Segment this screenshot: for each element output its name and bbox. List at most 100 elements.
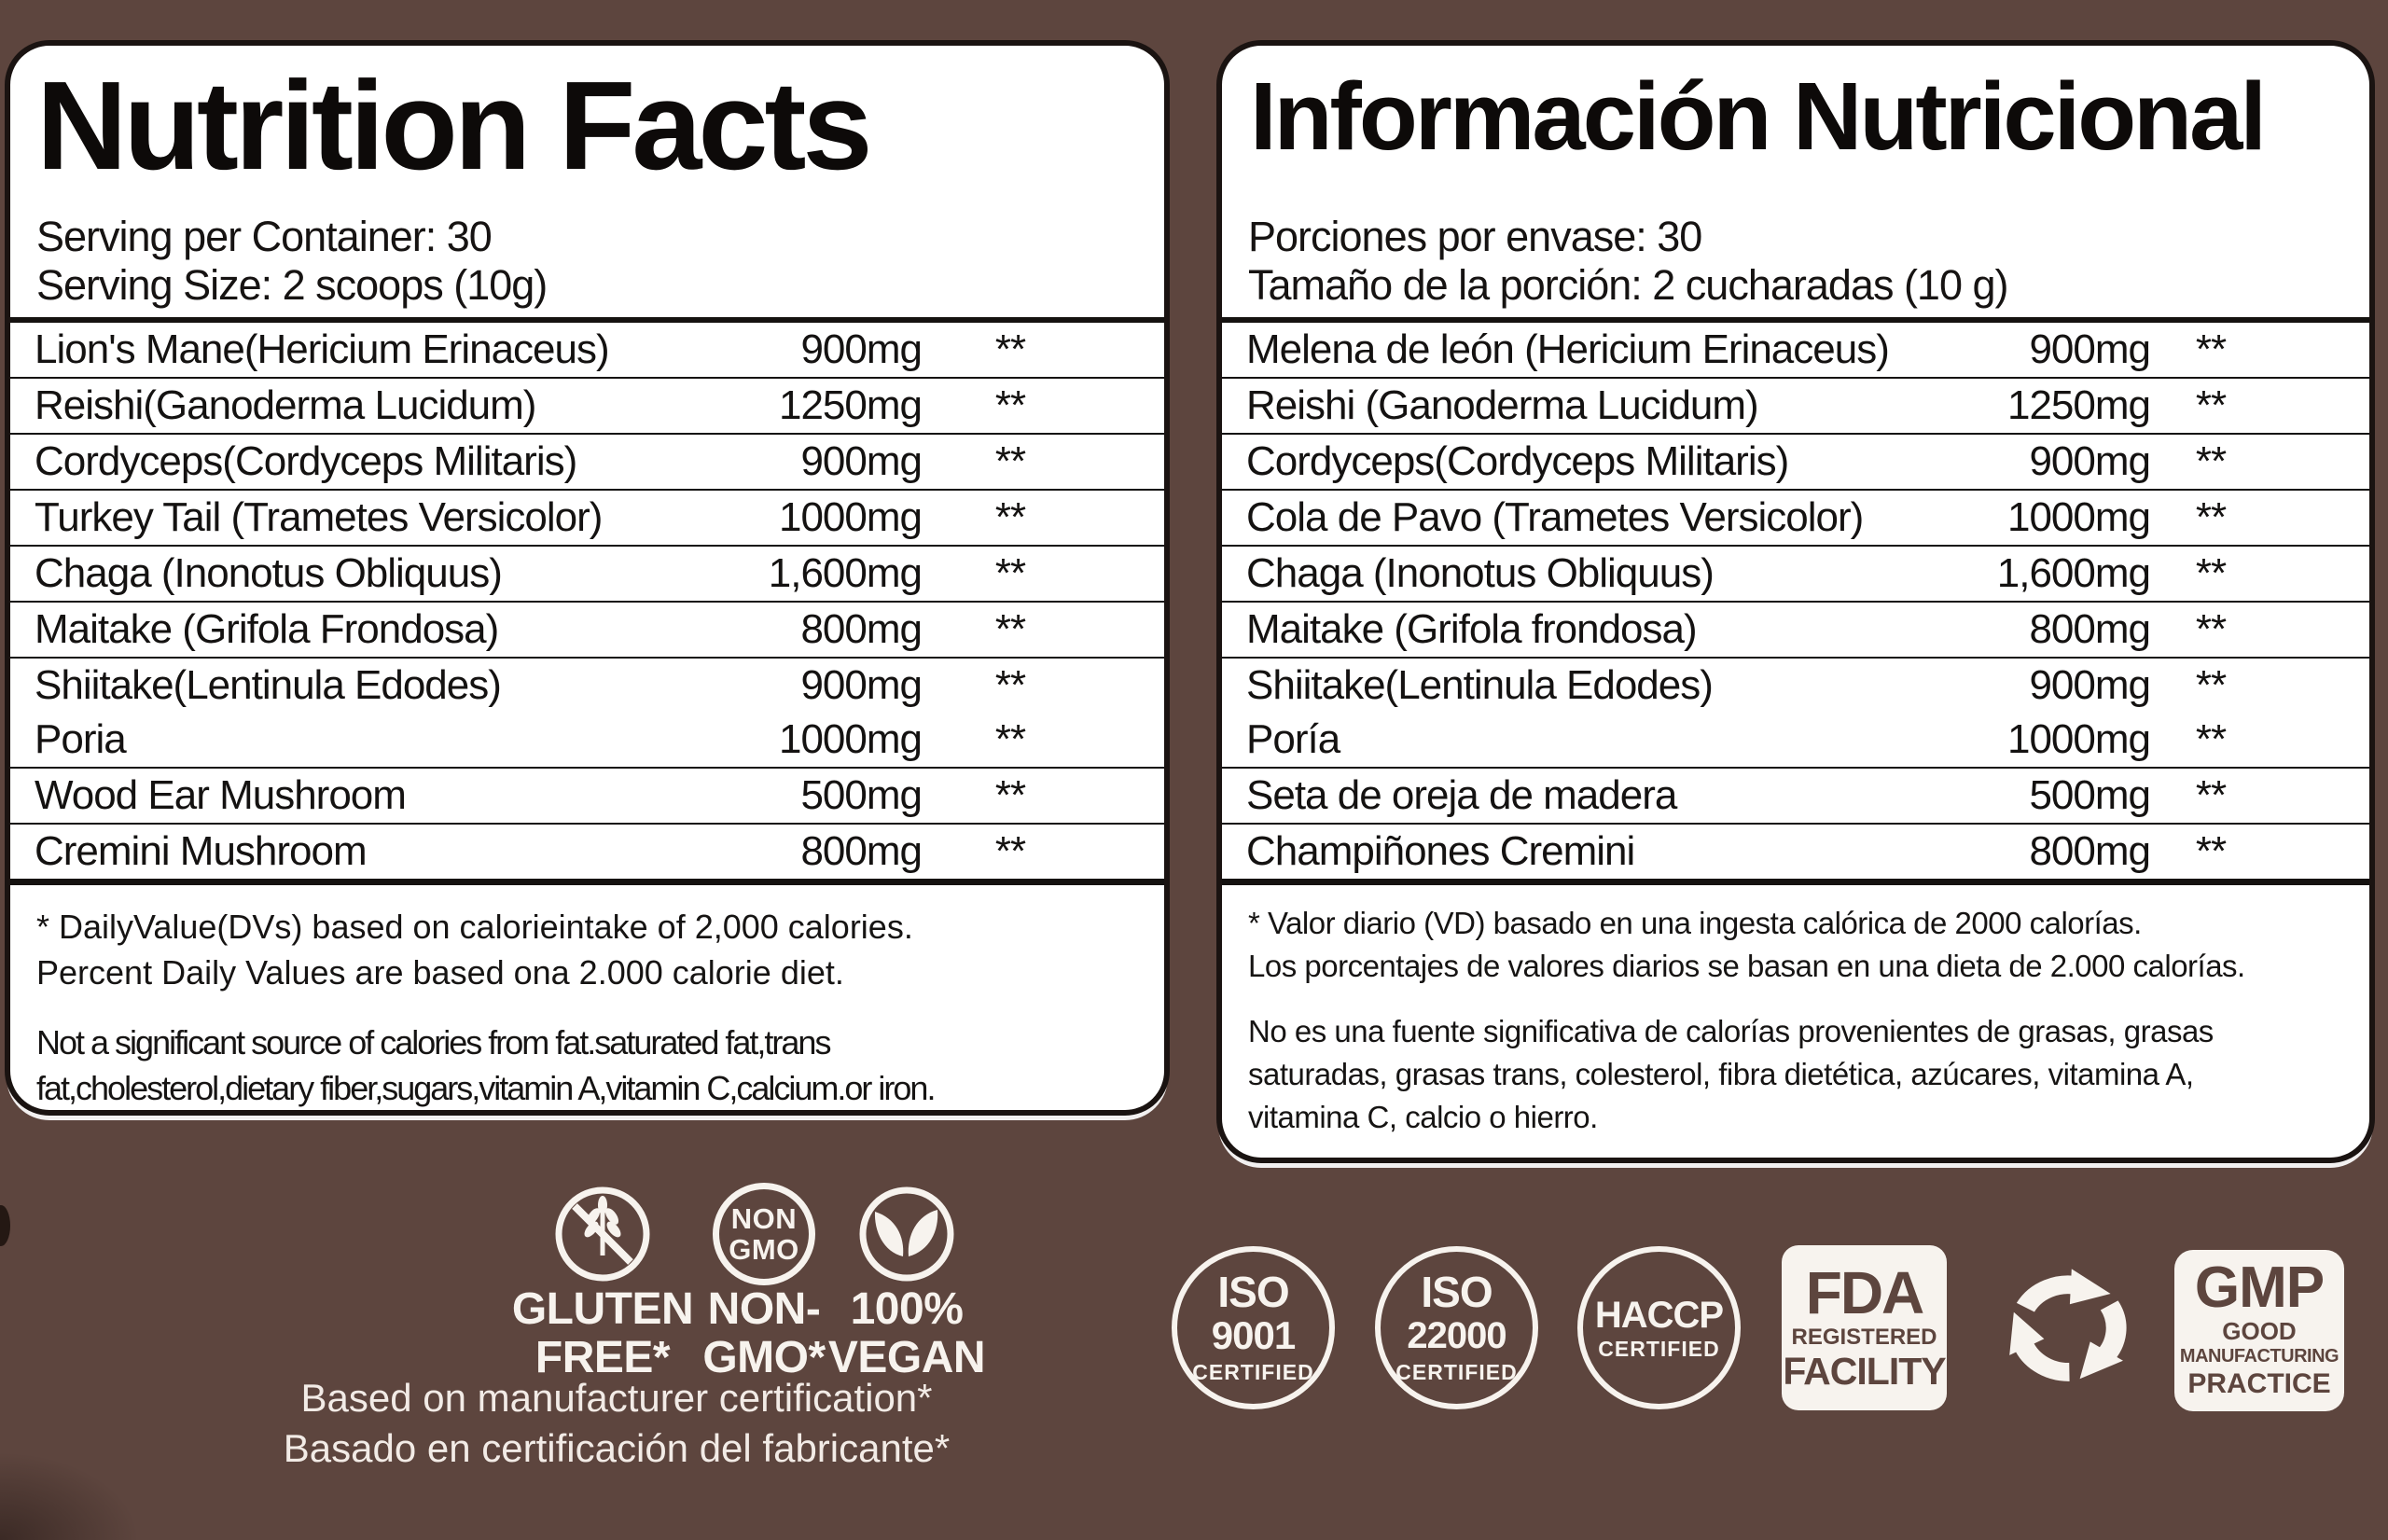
not-significant-source-footnote-spanish: No es una fuente significativa de calorí… [1248,1010,2343,1139]
ingredient-amount: 900mg [800,662,923,708]
ingredient-name: Poría [1246,716,1340,762]
ingredient-amount: 500mg [2029,772,2151,818]
haccp-line2: CERTIFIED [1598,1336,1720,1361]
ingredient-amount: 1000mg [778,494,923,540]
iso-22000-line2: 22000 [1407,1314,1506,1356]
ingredient-name: Shiitake(Lentinula Edodes) [35,662,502,708]
certification-caption-spanish: Basado en certificación del fabricante* [283,1426,951,1470]
gluten-free-icon [555,1186,650,1282]
non-gmo-label-line1: NON- [707,1284,821,1334]
haccp-line1: HACCP [1594,1294,1724,1336]
ingredient-dv: ** [2195,716,2227,762]
ingredient-row: Lion's Mane(Hericium Erinaceus) 900mg ** [10,323,1164,377]
panel-title-spanish: Información Nutricional [1250,62,2267,170]
fda-line3: FACILITY [1783,1349,1946,1393]
vegan-label-line2: VEGAN [827,1333,986,1382]
ingredient-name: Wood Ear Mushroom [35,772,407,818]
iso-9001-line3: CERTIFIED [1192,1359,1314,1384]
ingredient-amount: 800mg [800,828,923,874]
ingredient-amount: 1250mg [778,382,923,428]
ingredient-row: Seta de oreja de madera 500mg ** [1222,767,2369,823]
not-significant-source-footnote-english: Not a significant source of calories fro… [36,1020,1138,1111]
ingredient-amount: 1,600mg [1996,550,2151,596]
ingredient-name: Cordyceps(Cordyceps Militaris) [35,438,577,484]
certification-caption: Based on manufacturer certification* Bas… [132,1373,1102,1474]
ingredient-name: Cordyceps(Cordyceps Militaris) [1246,438,1789,484]
daily-value-footnote-spanish: * Valor diario (VD) basado en una ingest… [1248,902,2343,988]
ingredient-name: Maitake (Grifola Frondosa) [35,606,499,652]
ingredient-name: Chaga (Inonotus Obliquus) [1246,550,1715,596]
certification-caption-english: Based on manufacturer certification* [300,1376,933,1420]
ingredient-amount: 900mg [800,438,923,484]
ingredient-amount: 1000mg [2006,716,2151,762]
ingredient-name: Shiitake(Lentinula Edodes) [1246,662,1714,708]
ingredient-row: Cremini Mushroom 800mg ** [10,823,1164,879]
non-gmo-label: NON- GMO* [633,1285,895,1382]
ingredient-dv: ** [2195,494,2227,540]
ingredient-dv: ** [2195,828,2227,874]
ingredient-name: Cremini Mushroom [35,828,368,874]
ingredient-amount: 1000mg [2006,494,2151,540]
footnote-line: saturadas, grasas trans, colesterol, fib… [1248,1057,2194,1091]
ingredient-dv: ** [2195,438,2227,484]
ingredient-name: Seta de oreja de madera [1246,772,1677,818]
ingredient-dv: ** [994,382,1026,428]
gmp-line4: PRACTICE [2187,1367,2331,1399]
non-gmo-icon: NON GMO [713,1183,815,1285]
serving-info-spanish: Porciones por envase: 30 Tamaño de la po… [1248,213,2369,310]
ingredient-row-double: Shiitake(Lentinula Edodes) 900mg ** Poría 1… [1222,657,2369,767]
ingredient-name: Chaga (Inonotus Obliquus) [35,550,503,596]
ingredient-name: Lion's Mane(Hericium Erinaceus) [35,326,610,372]
fda-line2: REGISTERED [1791,1324,1937,1350]
nutrition-facts-panel-english: Nutrition Facts Serving per Container: 3… [5,40,1170,1116]
ingredient-amount: 900mg [2029,438,2151,484]
footnote-line: * Valor diario (VD) basado en una ingest… [1248,906,2142,940]
ingredient-row: Turkey Tail (Trametes Versicolor) 1000mg *… [10,489,1164,545]
ingredient-table-spanish: Melena de león (Hericium Erinaceus) 900mg… [1222,317,2369,885]
ingredient-dv: ** [2195,382,2227,428]
ingredient-name: Cola de Pavo (Trametes Versicolor) [1246,494,1864,540]
ingredient-amount: 1000mg [778,716,923,762]
panel-title-english: Nutrition Facts [36,55,873,196]
ingredient-row: Cordyceps(Cordyceps Militaris) 900mg ** [10,433,1164,489]
gluten-free-label: GLUTEN FREE* [472,1285,733,1382]
ingredient-row: Cordyceps(Cordyceps Militaris) 900mg ** [1222,433,2369,489]
non-gmo-icon-text2: GMO [729,1233,799,1266]
ingredient-row: Maitake (Grifola frondosa) 800mg ** [1222,601,2369,657]
footnote-line: No es una fuente significativa de calorí… [1248,1014,2214,1048]
iso-22000-line3: CERTIFIED [1395,1359,1518,1384]
footnote-line: Not a significant source of calories fro… [36,1023,831,1061]
ingredient-row: Reishi(Ganoderma Lucidum) 1250mg ** [10,377,1164,433]
ingredient-row: Cola de Pavo (Trametes Versicolor) 1000mg… [1222,489,2369,545]
serving-size-english: Serving Size: 2 scoops (10g) [36,261,548,309]
ingredient-dv: ** [2195,326,2227,372]
ingredient-amount: 500mg [800,772,923,818]
ingredient-row: Champiñones Cremini 800mg ** [1222,823,2369,879]
ingredient-name: Reishi(Ganoderma Lucidum) [35,382,536,428]
ingredient-name: Champiñones Cremini [1246,828,1635,874]
serving-per-container-spanish: Porciones por envase: 30 [1248,213,1702,260]
ingredient-dv: ** [994,772,1026,818]
ingredient-name: Reishi (Ganoderma Lucidum) [1246,382,1759,428]
ingredient-dv: ** [994,662,1026,708]
ingredient-name: Melena de león (Hericium Erinaceus) [1246,326,1890,372]
ingredient-dv: ** [994,828,1026,874]
ingredient-table-english: Lion's Mane(Hericium Erinaceus) 900mg ** R… [10,317,1164,885]
iso-22000-line1: ISO [1421,1267,1492,1316]
ingredient-row: Melena de león (Hericium Erinaceus) 900mg… [1222,323,2369,377]
ingredient-row: Reishi (Ganoderma Lucidum) 1250mg ** [1222,377,2369,433]
ingredient-dv: ** [2195,772,2227,818]
ingredient-dv: ** [994,438,1026,484]
ingredient-row: Wood Ear Mushroom 500mg ** [10,767,1164,823]
daily-value-footnote-english: * DailyValue(DVs) based on calorieintake… [36,904,1138,995]
nutrition-facts-panel-spanish: Información Nutricional Porciones por en… [1216,40,2375,1163]
footnote-line: Percent Daily Values are based ona 2.000… [36,953,844,992]
iso-9001-badge: ISO 9001 CERTIFIED [1172,1246,1335,1409]
gluten-free-label-line2: FREE* [535,1333,671,1382]
ingredient-amount: 900mg [2029,662,2151,708]
iso-9001-line2: 9001 [1211,1312,1296,1357]
ingredient-dv: ** [994,550,1026,596]
ingredient-dv: ** [2195,662,2227,708]
ingredient-amount: 1,600mg [768,550,923,596]
ingredient-name: Maitake (Grifola frondosa) [1246,606,1698,652]
